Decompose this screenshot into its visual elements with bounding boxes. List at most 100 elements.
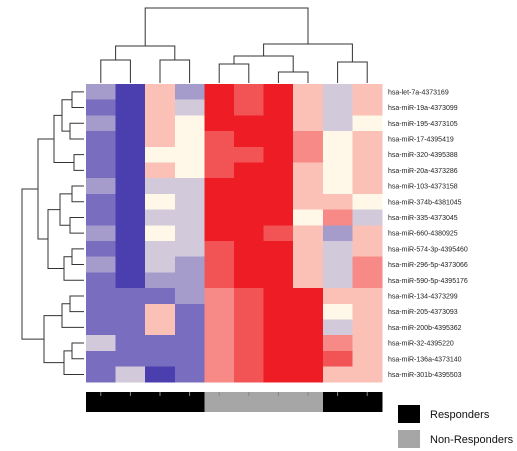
heatmap-cell — [322, 131, 353, 148]
dendrogram-branch — [71, 91, 84, 109]
group-bar-segment — [293, 392, 324, 412]
heatmap-cell — [293, 350, 324, 367]
heatmap-cell — [86, 193, 116, 210]
heatmap-cell — [204, 366, 235, 383]
heatmap-cell — [145, 256, 176, 273]
dendrogram-branch — [337, 61, 368, 83]
dendrogram-branch — [69, 216, 84, 234]
heatmap-cell — [115, 272, 146, 289]
heatmap-cell — [115, 225, 146, 242]
heatmap-cell — [145, 162, 176, 179]
heatmap-cell — [263, 350, 294, 367]
heatmap-cell — [352, 115, 383, 132]
row-label: hsa-miR-20a-4373286 — [388, 168, 458, 175]
heatmap-cell — [174, 319, 205, 336]
heatmap-cell — [86, 131, 116, 148]
heatmap-cell — [322, 115, 353, 132]
heatmap-cell — [263, 303, 294, 320]
heatmap-cell — [322, 241, 353, 258]
group-bar-segment — [115, 392, 146, 412]
heatmap-cell — [234, 335, 264, 352]
heatmap-cell — [204, 209, 235, 226]
heatmap-cell — [204, 303, 235, 320]
heatmap-cell — [115, 162, 146, 179]
group-color-bar — [86, 392, 383, 412]
heatmap-cell — [293, 272, 324, 289]
row-labels: hsa-let-7a-4373169 hsa-miR-19a-4373099 hsa… — [388, 89, 468, 379]
heatmap-cell — [204, 272, 235, 289]
row-label: hsa-miR-320-4395388 — [388, 152, 458, 159]
heatmap-cell — [145, 193, 176, 210]
heatmap-cell — [263, 99, 294, 116]
heatmap-cell — [145, 84, 176, 101]
legend-label-non-responders: Non-Responders — [430, 434, 514, 446]
heatmap-cell — [352, 241, 383, 258]
heatmap-cell — [204, 350, 235, 367]
heatmap-cell — [115, 146, 146, 163]
heatmap-cell — [174, 225, 205, 242]
heatmap-cell — [174, 272, 205, 289]
heatmap-cell — [352, 256, 383, 273]
heatmap-cell — [322, 146, 353, 163]
heatmap-cell — [352, 162, 383, 179]
row-label: hsa-miR-200b-4395362 — [388, 325, 462, 332]
heatmap-cell — [204, 178, 235, 195]
group-bar-segment — [263, 392, 294, 412]
heatmap-cell — [115, 209, 146, 226]
heatmap-cell — [322, 256, 353, 273]
heatmap-cell — [293, 131, 324, 148]
heatmap-cell — [145, 335, 176, 352]
heatmap-cell — [293, 225, 324, 242]
heatmap-cells — [86, 84, 383, 383]
heatmap-cell — [322, 366, 353, 383]
heatmap-cell — [234, 99, 264, 116]
heatmap-cell — [322, 335, 353, 352]
heatmap-cell — [352, 288, 383, 305]
heatmap-cell — [145, 131, 176, 148]
dendrogram-branch — [43, 315, 64, 364]
heatmap-cell — [263, 256, 294, 273]
heatmap-cell — [293, 146, 324, 163]
row-label: hsa-miR-590-5p-4395176 — [388, 278, 468, 285]
heatmap-cell — [145, 272, 176, 289]
heatmap-cell — [204, 131, 235, 148]
heatmap-cell — [234, 241, 264, 258]
heatmap-cell — [263, 131, 294, 148]
heatmap-cell — [86, 178, 116, 195]
heatmap-cell — [86, 225, 116, 242]
heatmap-cell — [145, 225, 176, 242]
heatmap-cell — [293, 335, 324, 352]
row-label: hsa-let-7a-4373169 — [388, 89, 449, 96]
dendrogram-branch — [71, 248, 84, 266]
heatmap-cell — [174, 209, 205, 226]
heatmap-cell — [174, 256, 205, 273]
heatmap-cell — [234, 303, 264, 320]
heatmap-cell — [322, 193, 353, 210]
group-bar-segment — [322, 392, 353, 412]
heatmap-cell — [145, 146, 176, 163]
dendrogram-branch — [63, 350, 84, 375]
heatmap-cell — [86, 303, 116, 320]
dendrogram-branch — [71, 185, 84, 203]
row-dendrogram — [21, 91, 84, 375]
heatmap-cell — [145, 319, 176, 336]
heatmap-cell — [174, 303, 205, 320]
heatmap-cell — [204, 99, 235, 116]
heatmap-cell — [322, 209, 353, 226]
heatmap-cell — [352, 319, 383, 336]
dendrogram-branch — [69, 122, 84, 140]
row-label: hsa-miR-32-4395220 — [388, 341, 454, 348]
heatmap-cell — [234, 350, 264, 367]
legend-label-responders: Responders — [430, 409, 490, 421]
row-label: hsa-miR-296-5p-4373066 — [388, 262, 468, 269]
heatmap-cell — [234, 225, 264, 242]
group-bar-segment — [234, 392, 264, 412]
heatmap-cell — [322, 225, 353, 242]
heatmap-cell — [204, 225, 235, 242]
heatmap-cell — [352, 193, 383, 210]
heatmap-cell — [86, 350, 116, 367]
heatmap-cell — [322, 84, 353, 101]
dendrogram-branch — [277, 71, 309, 83]
heatmap-cell — [204, 256, 235, 273]
